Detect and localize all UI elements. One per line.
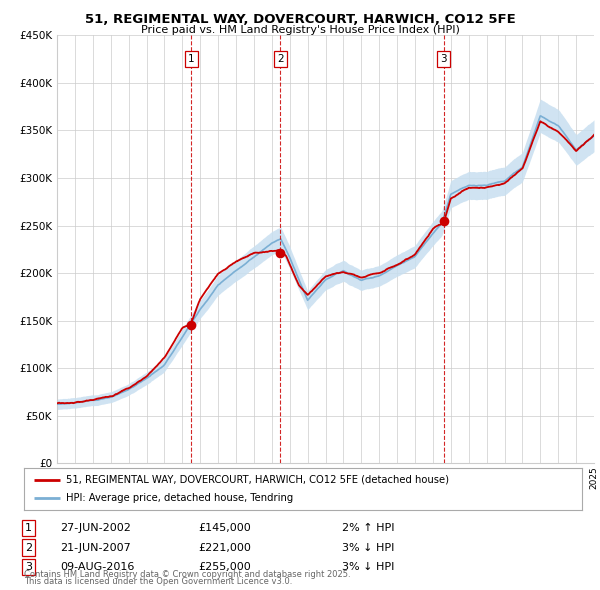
Text: 2% ↑ HPI: 2% ↑ HPI: [342, 523, 395, 533]
Text: HPI: Average price, detached house, Tendring: HPI: Average price, detached house, Tend…: [66, 493, 293, 503]
Text: 2: 2: [25, 543, 32, 552]
Text: 27-JUN-2002: 27-JUN-2002: [60, 523, 131, 533]
Text: 21-JUN-2007: 21-JUN-2007: [60, 543, 131, 552]
Text: £145,000: £145,000: [198, 523, 251, 533]
Text: 09-AUG-2016: 09-AUG-2016: [60, 562, 134, 572]
Text: 1: 1: [188, 54, 194, 64]
Text: 3% ↓ HPI: 3% ↓ HPI: [342, 562, 394, 572]
Text: Contains HM Land Registry data © Crown copyright and database right 2025.: Contains HM Land Registry data © Crown c…: [24, 571, 350, 579]
Text: 51, REGIMENTAL WAY, DOVERCOURT, HARWICH, CO12 5FE: 51, REGIMENTAL WAY, DOVERCOURT, HARWICH,…: [85, 13, 515, 26]
Text: £255,000: £255,000: [198, 562, 251, 572]
Text: 2: 2: [277, 54, 284, 64]
Text: This data is licensed under the Open Government Licence v3.0.: This data is licensed under the Open Gov…: [24, 578, 292, 586]
Text: 3: 3: [25, 562, 32, 572]
Text: Price paid vs. HM Land Registry's House Price Index (HPI): Price paid vs. HM Land Registry's House …: [140, 25, 460, 35]
Text: 51, REGIMENTAL WAY, DOVERCOURT, HARWICH, CO12 5FE (detached house): 51, REGIMENTAL WAY, DOVERCOURT, HARWICH,…: [66, 475, 449, 485]
Text: 1: 1: [25, 523, 32, 533]
Text: 3: 3: [440, 54, 447, 64]
Text: £221,000: £221,000: [198, 543, 251, 552]
Text: 3% ↓ HPI: 3% ↓ HPI: [342, 543, 394, 552]
